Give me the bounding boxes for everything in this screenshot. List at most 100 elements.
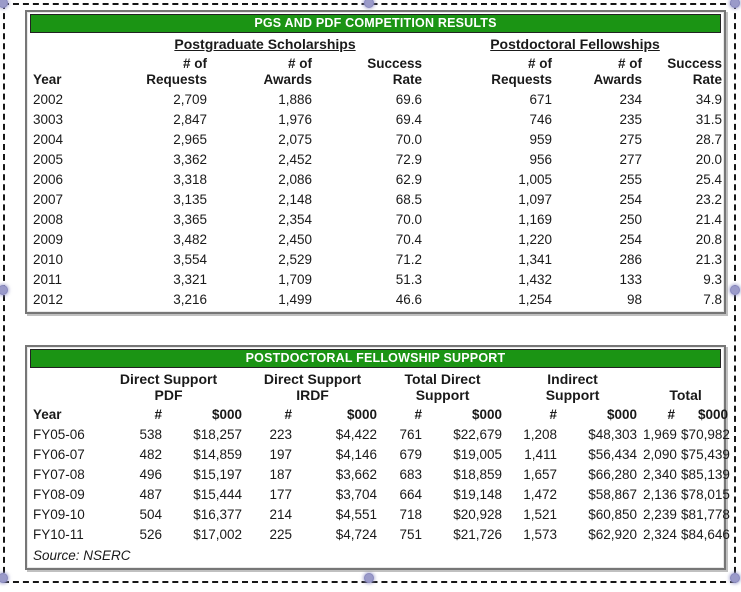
value-cell: 3,135 xyxy=(173,192,207,207)
selection-handle-bottom-right[interactable] xyxy=(730,573,740,583)
selection-handle-top-right[interactable] xyxy=(730,0,740,8)
value-cell: $4,724 xyxy=(335,527,378,542)
value-cell: 9.3 xyxy=(703,272,723,287)
col-header-dollars-pdf: $000 xyxy=(211,407,243,422)
selection-handle-middle-left[interactable] xyxy=(0,285,8,295)
table-row: 2002 2,709 1,886 69.6 671 234 34.9 xyxy=(30,90,725,110)
value-cell: 2,452 xyxy=(278,152,312,167)
table2: Direct Support PDF Direct Support IRDF T… xyxy=(30,368,731,566)
value-cell: 671 xyxy=(529,92,553,107)
value-cell: 1,411 xyxy=(524,447,558,462)
value-cell: 1,208 xyxy=(523,427,558,442)
value-cell: $3,662 xyxy=(335,467,378,482)
group-header-postgraduate-scholarships: Postgraduate Scholarships xyxy=(174,36,356,52)
value-cell: $18,859 xyxy=(453,467,503,482)
value-cell: $20,928 xyxy=(453,507,503,522)
value-cell: 3,321 xyxy=(173,272,207,287)
value-cell: $17,002 xyxy=(193,527,243,542)
value-cell: 225 xyxy=(269,527,293,542)
value-cell: 255 xyxy=(619,172,643,187)
row-label-cell: 3003 xyxy=(33,112,64,127)
value-cell: $14,859 xyxy=(193,447,243,462)
value-cell: 751 xyxy=(399,527,423,542)
value-cell: $84,646 xyxy=(681,527,730,542)
value-cell: 72.9 xyxy=(395,152,423,167)
col-header-awards-pgs: # of Awards xyxy=(263,56,312,87)
value-cell: 1,969 xyxy=(643,427,677,442)
value-cell: 3,482 xyxy=(173,232,207,247)
value-cell: 234 xyxy=(619,92,643,107)
value-cell: 68.5 xyxy=(395,192,423,207)
spacer-cell xyxy=(30,368,92,405)
selection-handle-top-left[interactable] xyxy=(0,0,8,8)
value-cell: 71.2 xyxy=(395,252,423,267)
value-cell: 1,499 xyxy=(278,292,312,307)
row-label-cell: FY07-08 xyxy=(33,467,85,482)
value-cell: 235 xyxy=(619,112,643,127)
value-cell: 69.4 xyxy=(395,112,423,127)
value-cell: $66,280 xyxy=(588,467,638,482)
row-label-cell: 2011 xyxy=(33,272,63,287)
col-header-awards-pdf: # of Awards xyxy=(593,56,643,87)
col-header-count-irdf: # xyxy=(284,407,293,422)
group-header-total: Total xyxy=(669,387,702,403)
table-row: 2011 3,321 1,709 51.3 1,432 133 9.3 xyxy=(30,270,725,290)
value-cell: 277 xyxy=(619,152,643,167)
col-header-dollars-total: $000 xyxy=(698,407,729,422)
table2-source-row: Source: NSERC xyxy=(30,545,731,566)
selection-handle-bottom-middle[interactable] xyxy=(364,573,374,583)
value-cell: 34.9 xyxy=(695,92,723,107)
value-cell: 2,450 xyxy=(278,232,312,247)
value-cell: 664 xyxy=(399,487,423,502)
table-row: 2008 3,365 2,354 70.0 1,169 250 21.4 xyxy=(30,210,725,230)
value-cell: 1,097 xyxy=(518,192,553,207)
value-cell: 214 xyxy=(269,507,293,522)
row-label-cell: 2008 xyxy=(33,212,64,227)
value-cell: $19,148 xyxy=(453,487,503,502)
value-cell: 683 xyxy=(399,467,423,482)
table-row: FY09-10 504 $16,377 214 $4,551 718 $20,928 1,52… xyxy=(30,505,731,525)
group-header-postdoctoral-fellowships: Postdoctoral Fellowships xyxy=(490,36,660,52)
value-cell: 20.0 xyxy=(695,152,723,167)
value-cell: $78,015 xyxy=(681,487,730,502)
value-cell: 2,075 xyxy=(278,132,312,147)
value-cell: $15,444 xyxy=(193,487,243,502)
value-cell: 956 xyxy=(529,152,553,167)
value-cell: 1,521 xyxy=(523,507,558,522)
value-cell: 25.4 xyxy=(695,172,723,187)
group-header-direct-support-irdf: Direct Support IRDF xyxy=(263,371,362,403)
row-label-cell: FY10-11 xyxy=(33,527,84,542)
value-cell: 254 xyxy=(619,192,643,207)
value-cell: 959 xyxy=(529,132,553,147)
value-cell: $22,679 xyxy=(453,427,503,442)
value-cell: $58,867 xyxy=(588,487,638,502)
value-cell: 51.3 xyxy=(395,272,423,287)
row-label-cell: FY05-06 xyxy=(33,427,85,442)
group-header-direct-support-pdf: Direct Support PDF xyxy=(119,371,218,403)
table-row: 2007 3,135 2,148 68.5 1,097 254 23.2 xyxy=(30,190,725,210)
value-cell: 62.9 xyxy=(395,172,423,187)
value-cell: 2,324 xyxy=(643,527,677,542)
value-cell: 223 xyxy=(269,427,293,442)
selection-handle-top-middle[interactable] xyxy=(364,0,374,8)
value-cell: $75,439 xyxy=(681,447,730,462)
value-cell: 2,354 xyxy=(278,212,312,227)
selection-handle-bottom-left[interactable] xyxy=(0,573,8,583)
value-cell: 3,554 xyxy=(173,252,207,267)
value-cell: $4,146 xyxy=(335,447,378,462)
value-cell: 254 xyxy=(619,232,643,247)
value-cell: 69.6 xyxy=(395,92,423,107)
selection-handle-middle-right[interactable] xyxy=(730,285,740,295)
value-cell: 496 xyxy=(139,467,162,482)
table1-column-header-row: Year # of Requests # of Awards Success R… xyxy=(30,54,725,90)
row-label-cell: 2010 xyxy=(33,252,64,267)
value-cell: 98 xyxy=(626,292,643,307)
table-row: FY06-07 482 $14,859 197 $4,146 679 $19,005 1,41… xyxy=(30,445,731,465)
row-label-cell: FY08-09 xyxy=(33,487,85,502)
value-cell: 2,239 xyxy=(643,507,677,522)
value-cell: 7.8 xyxy=(703,292,723,307)
table-row: 2004 2,965 2,075 70.0 959 275 28.7 xyxy=(30,130,725,150)
value-cell: 275 xyxy=(619,132,643,147)
value-cell: 31.5 xyxy=(695,112,723,127)
col-header-success-rate-pgs: Success Rate xyxy=(367,56,423,87)
